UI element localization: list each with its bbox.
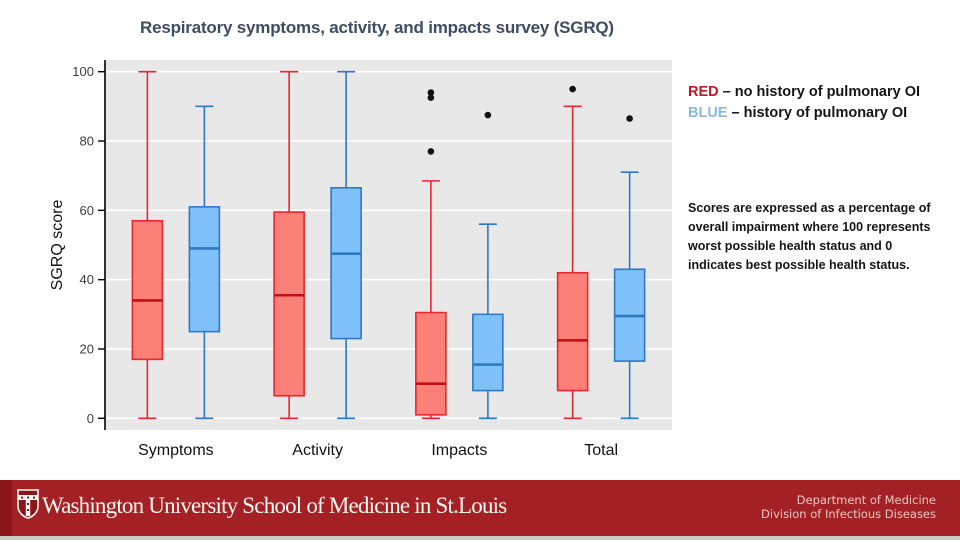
- university-wordmark: Washington University School of Medicine…: [42, 493, 507, 518]
- box-activity-blue: [330, 70, 362, 420]
- outlier-dot: [484, 111, 492, 119]
- outlier-dot: [569, 85, 576, 93]
- sgrq-boxplot-chart: 0 20 40 60 80 100 SGRQ score Symptoms Activity Im…: [40, 55, 680, 475]
- x-category-label: Activity: [292, 442, 343, 459]
- outlier-dot: [427, 89, 435, 96]
- legend-blue-text: history of pulmonary OI: [743, 105, 908, 121]
- legend-blue-sep: –: [727, 105, 744, 121]
- y-tick-label: 0: [87, 411, 94, 426]
- legend-red-sep: –: [718, 84, 735, 100]
- score-explanation-note: Scores are expressed as a percentage of …: [688, 201, 931, 272]
- y-tick-label: 20: [80, 341, 94, 356]
- footer-accent-edge: [0, 480, 12, 536]
- boxplot-svg: 0 20 40 60 80 100 SGRQ score Symptoms Activity Im…: [49, 60, 672, 459]
- legend-red-text: no history of pulmonary OI: [734, 84, 921, 100]
- page-title: Respiratory symptoms, activity, and impa…: [140, 18, 614, 37]
- box-impacts-blue: [472, 111, 504, 420]
- iqr-box: [131, 219, 164, 361]
- legend-line-red: RED – no history of pulmonary OI: [688, 82, 950, 103]
- legend-blue-word: BLUE: [688, 105, 728, 121]
- university-shield-icon: [17, 489, 39, 519]
- y-axis-title: SGRQ score: [49, 200, 66, 291]
- iqr-box: [330, 187, 362, 340]
- y-tick-label: 80: [80, 134, 94, 149]
- iqr-box: [415, 311, 447, 416]
- x-category-label: Symptoms: [138, 442, 214, 459]
- department-text: Department of Medicine Division of Infec…: [761, 493, 936, 521]
- legend-line-blue: BLUE – history of pulmonary OI: [688, 103, 950, 124]
- outlier-dot: [427, 94, 435, 101]
- department-line1: Department of Medicine: [796, 493, 936, 507]
- y-tick-label: 60: [80, 203, 94, 218]
- box-symptoms-blue: [188, 105, 221, 420]
- x-category-label: Total: [584, 442, 618, 459]
- box-total-red: [556, 85, 589, 420]
- footer-bar: Washington University School of Medicine…: [0, 480, 960, 536]
- box-symptoms-red: [131, 70, 164, 420]
- y-tick-label: 40: [80, 272, 94, 287]
- iqr-box: [472, 313, 504, 392]
- iqr-box: [188, 206, 221, 333]
- iqr-box: [556, 271, 589, 392]
- box-activity-red: [273, 70, 305, 420]
- iqr-box: [273, 211, 305, 397]
- box-total-blue: [613, 115, 646, 420]
- x-category-label: Impacts: [431, 442, 487, 459]
- legend-red-word: RED: [688, 84, 719, 100]
- department-line2: Division of Infectious Diseases: [761, 507, 936, 521]
- outlier-dot: [626, 115, 633, 122]
- outlier-dot: [427, 148, 435, 155]
- box-impacts-red: [415, 89, 447, 420]
- color-legend: RED – no history of pulmonary OI BLUE – …: [688, 82, 950, 124]
- y-tick-label: 100: [72, 64, 94, 79]
- footer-bottom-strip: [0, 536, 960, 540]
